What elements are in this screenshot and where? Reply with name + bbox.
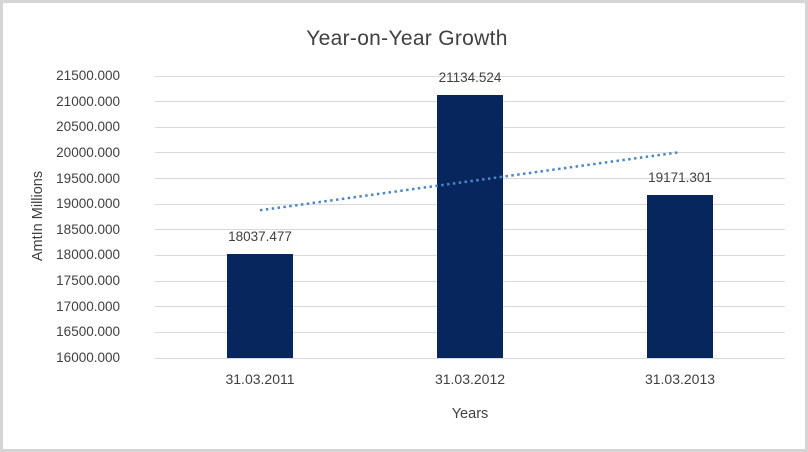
y-tick-label: 18000.000: [56, 247, 120, 263]
y-tick-label: 20000.000: [56, 144, 120, 160]
y-tick-label: 16000.000: [56, 350, 120, 365]
trendline: [259, 150, 681, 212]
x-tick-label: 31.03.2011: [225, 371, 295, 387]
gridline: [155, 357, 785, 359]
bar: [647, 195, 713, 358]
gridline: [155, 75, 785, 77]
y-tick-label: 21500.000: [56, 68, 120, 83]
y-tick-label: 21000.000: [56, 93, 120, 109]
x-tick-label: 31.03.2013: [644, 371, 716, 387]
bar-value-label: 21134.524: [438, 69, 502, 85]
bar: [227, 253, 293, 358]
y-tick-label: 20500.000: [56, 119, 120, 135]
bar: [437, 94, 503, 358]
x-tick-label: 31.03.2012: [434, 371, 506, 387]
bar-value-label: 18037.477: [228, 228, 292, 244]
y-tick-label: 17500.000: [56, 273, 120, 289]
trendline-layer: [259, 150, 681, 212]
y-tick-label: 16500.000: [56, 324, 120, 340]
bar-value-label: 19171.301: [648, 170, 712, 186]
y-tick-label: 19000.000: [56, 196, 120, 212]
x-axis-title: Years: [451, 406, 489, 422]
y-tick-label: 18500.000: [56, 221, 120, 237]
y-tick-label: 17000.000: [56, 298, 120, 314]
chart-title: Year-on-Year Growth: [306, 27, 508, 50]
plot-area: 21500.000 21000.000 20500.000 20000.000 1950…: [56, 68, 785, 387]
y-tick-label: 19500.000: [56, 170, 120, 186]
